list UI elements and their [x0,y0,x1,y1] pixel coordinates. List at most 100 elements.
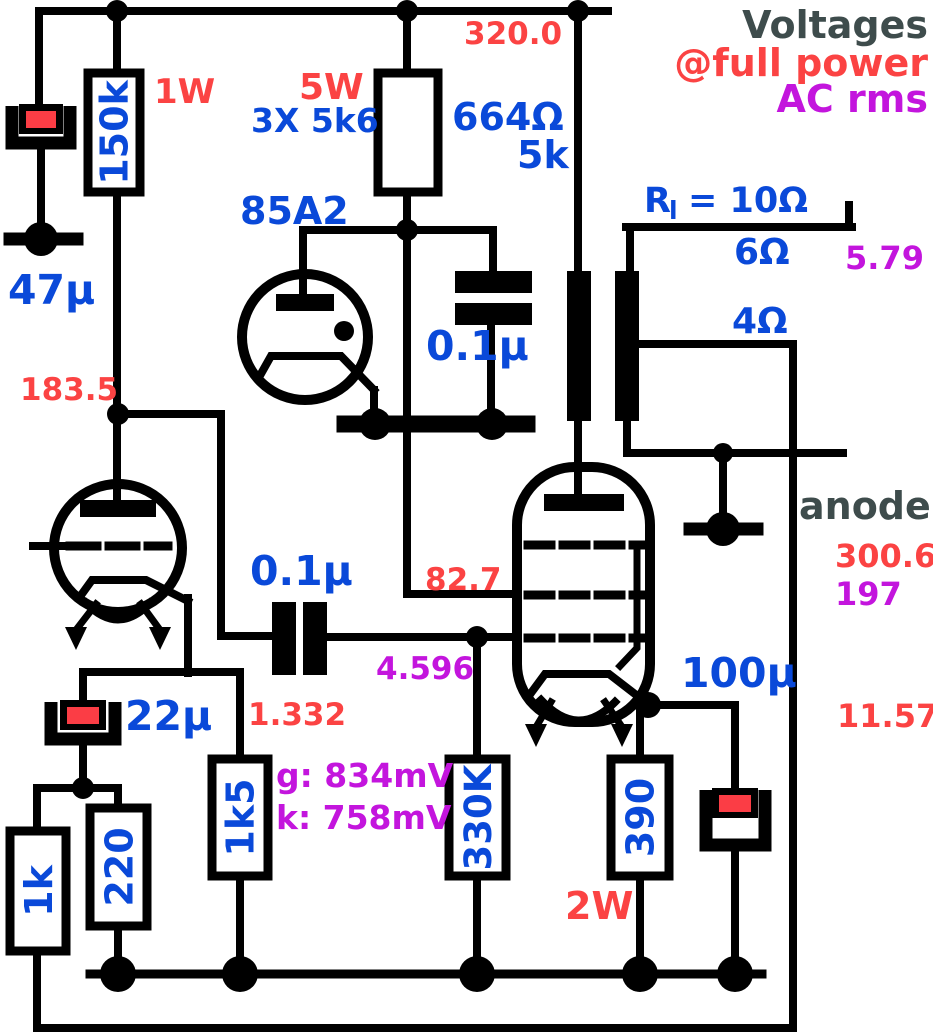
cap-47u [5,104,77,150]
triode-heater-lead-left [71,599,101,635]
junction-dot [106,0,128,22]
pentode-cathode [525,670,654,710]
pentode-heater-lead-right [600,697,627,732]
labels: Voltages @full power AC rms 320.0 1W 5W … [8,3,933,928]
label-load-sub: l [669,196,678,225]
junction-dot [635,692,661,718]
junction-dot [466,626,488,648]
triode-cathode [73,576,194,607]
voltage-screen: 82.7 [425,562,502,598]
label-coupling-cap: 0.1µ [250,547,353,595]
label-22u: 22µ [125,692,212,740]
resistor-1k: 1k [5,826,71,956]
junction-dot [476,408,508,440]
resistor-150k: 150k [83,68,145,197]
voltage-anode-ac: 197 [835,575,902,613]
resistor-390-body [606,754,674,881]
title-full-power: @full power [674,41,928,85]
label-390-power: 2W [565,884,633,928]
pentode-g3-link [615,545,641,671]
voltage-cathode-out: 11.57 [837,697,933,735]
pentode-heater-lead-left [531,697,556,732]
cap-47u-plate [26,111,56,128]
cap-coupling-plate-left [272,602,296,675]
junction-dot [72,777,94,799]
cap-22u-cup [44,702,122,746]
wire-screen-feed [403,226,520,598]
title-voltages: Voltages [742,3,928,47]
cap-screen-plate-bottom [455,303,532,325]
pentode-anode-plate [544,494,624,511]
regulator-cathode [256,352,380,396]
resistor-1k-body [5,826,71,956]
cap-100u-cup [699,790,772,852]
wire-feedback-loop [33,340,797,1032]
ground-dot-input [24,222,58,256]
transformer-secondary-bar [615,271,639,421]
resistor-150k-label: 150k [93,79,137,184]
label-150k-power: 1W [154,72,215,112]
label-664ohm: 664Ω [452,95,564,139]
resistor-330k: 330K [444,754,511,881]
pentode-arrow-right [611,724,633,747]
transformer-primary-bar [567,271,591,421]
label-tap4: 4Ω [732,301,788,342]
resistor-390: 390 [606,754,674,881]
wire-anode1-to-coupling [114,410,276,640]
label-anode: anode [799,484,931,528]
resistor-390-label: 390 [619,778,663,857]
junction-dot [717,956,753,992]
label-3x5k6: 3X 5k6 [251,101,379,140]
triode-heater-lead-right [136,599,165,635]
junction-dot [567,0,589,22]
resistor-5w-body [373,68,443,197]
title-ac-rms: AC rms [777,77,928,121]
ground-symbols [3,222,764,546]
cap-100u [699,788,772,852]
resistor-1k5-label: 1k5 [219,778,263,856]
junction-dot [107,403,129,425]
resistor-330k-body [444,754,511,881]
resistor-1k-label: 1k [17,864,61,916]
resistor-1k5: 1k5 [207,754,273,881]
junction-dot [359,408,391,440]
junction-dot [396,219,418,241]
junction-dots [72,0,753,992]
label-47u: 47µ [8,266,95,314]
voltage-183: 183.5 [20,372,118,408]
junction-dot [222,956,258,992]
resistor-330k-label: 330K [457,763,500,870]
resistor-220-label: 220 [98,827,142,906]
pentode-arrow-left [525,724,547,747]
regulator-anode-plate [276,294,334,311]
capacitors [5,104,772,852]
cap-screen-plate-top [455,271,532,293]
voltage-cathode1: 1.332 [248,697,346,733]
label-85a2: 85A2 [240,189,349,233]
tube-internals [29,294,654,747]
ground-dot-secondary [706,512,740,546]
voltage-cathode-mv: k: 758mV [276,798,452,837]
resistor-220-body [85,803,152,931]
label-5k: 5k [517,133,569,177]
cap-coupling-plate-right [303,602,327,675]
label-100u: 100µ [681,649,797,697]
resistors: 150k 1k 220 1k5 330K 390 [5,68,674,956]
output-transformer [567,271,639,421]
voltage-bplus: 320.0 [464,16,562,52]
triode-arrow-right [149,627,171,650]
junction-dot [622,956,658,992]
junction-dot [713,443,733,463]
label-load-eq: = 10Ω [688,181,808,221]
cap-100u-plate [719,795,751,812]
resistor-1k5-body [207,754,273,881]
voltage-grid-ac: 4.596 [376,651,474,687]
cap-22u [44,700,122,746]
junction-dot [100,956,136,992]
resistor-150k-body [83,68,145,197]
junction-dot [396,0,418,22]
label-tap6: 6Ω [734,232,790,273]
resistor-5w-dropper [373,68,443,197]
